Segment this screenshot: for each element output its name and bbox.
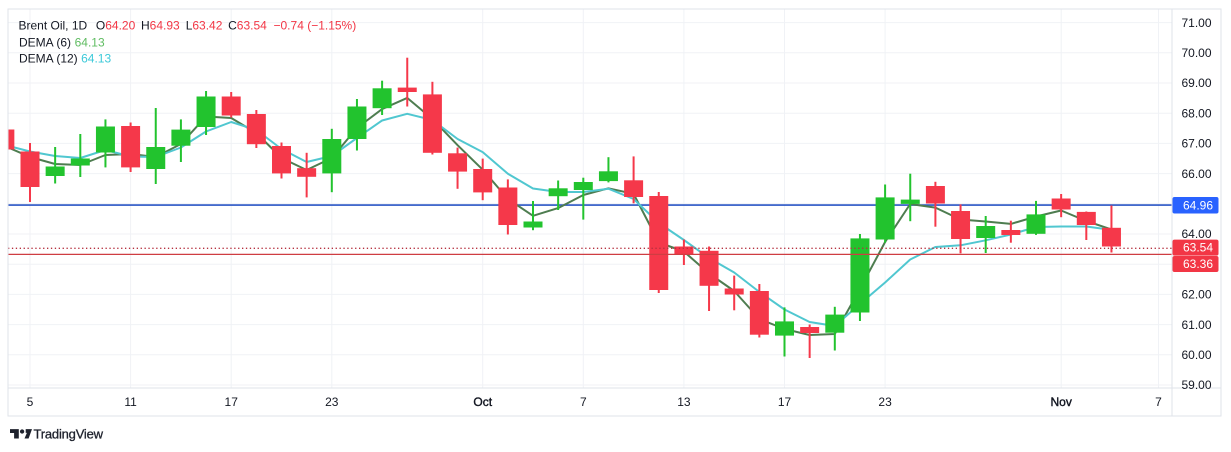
svg-text:23: 23 [325, 395, 339, 409]
svg-text:TradingView: TradingView [34, 426, 104, 441]
svg-text:7: 7 [1155, 395, 1162, 409]
svg-text:61.00: 61.00 [1182, 318, 1212, 332]
svg-text:13: 13 [677, 395, 691, 409]
svg-text:63.36: 63.36 [1183, 257, 1213, 271]
svg-text:23: 23 [878, 395, 892, 409]
svg-text:Oct: Oct [473, 395, 492, 409]
svg-text:60.00: 60.00 [1182, 348, 1212, 362]
svg-text:63.54: 63.54 [1183, 241, 1213, 255]
svg-text:17: 17 [225, 395, 239, 409]
svg-text:DEMA (6)64.13: DEMA (6) 64.13 [19, 35, 105, 49]
svg-text:64.00: 64.00 [1182, 227, 1212, 241]
svg-text:17: 17 [778, 395, 792, 409]
svg-text:66.00: 66.00 [1182, 167, 1212, 181]
svg-text:59.00: 59.00 [1182, 378, 1212, 392]
svg-text:69.00: 69.00 [1182, 76, 1212, 90]
svg-text:64.96: 64.96 [1183, 198, 1213, 212]
svg-text:62.00: 62.00 [1182, 288, 1212, 302]
svg-text:71.00: 71.00 [1182, 16, 1212, 30]
svg-text:68.00: 68.00 [1182, 106, 1212, 120]
svg-text:11: 11 [124, 395, 137, 409]
svg-text:67.00: 67.00 [1182, 137, 1212, 151]
svg-text:5: 5 [27, 395, 34, 409]
svg-text:7: 7 [580, 395, 587, 409]
svg-text:70.00: 70.00 [1182, 46, 1212, 60]
svg-text:Nov: Nov [1051, 395, 1072, 409]
svg-text:DEMA (12)64.13: DEMA (12) 64.13 [19, 52, 111, 66]
